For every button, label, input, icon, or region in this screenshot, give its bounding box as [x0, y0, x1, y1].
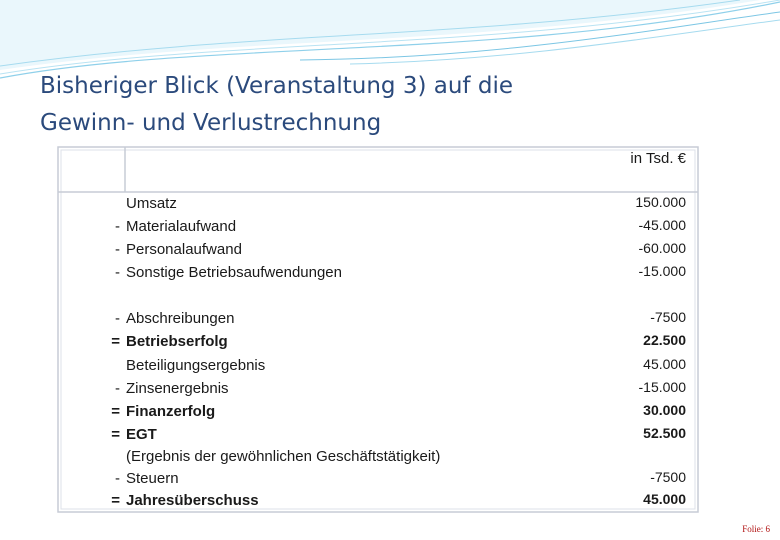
row-label: Personalaufwand — [126, 241, 242, 258]
row-sign: - — [115, 241, 120, 258]
row-label: Materialaufwand — [126, 218, 237, 235]
row-label: Zinsenergebnis — [126, 380, 229, 397]
slide-number: Folie: 6 — [742, 524, 770, 534]
row-label: Sonstige Betriebsaufwendungen — [126, 264, 342, 281]
row-value: 22.500 — [643, 332, 686, 348]
row-sign: - — [115, 470, 120, 487]
row-value: 52.500 — [643, 425, 686, 441]
row-value: 45.000 — [643, 491, 686, 507]
row-sign: - — [115, 380, 120, 397]
row-label: Umsatz — [126, 195, 177, 212]
row-value: 150.000 — [635, 194, 686, 210]
row-label: Finanzerfolg — [126, 403, 216, 420]
row-value: -7500 — [650, 469, 686, 485]
row-value: -7500 — [650, 309, 686, 325]
row-sign: = — [111, 333, 120, 350]
row-sign: = — [111, 492, 120, 509]
row-label: (Ergebnis der gewöhnlichen Geschäftstäti… — [126, 448, 441, 465]
row-label: Jahresüberschuss — [126, 492, 259, 509]
row-value: -60.000 — [638, 240, 686, 256]
row-label: Betriebserfolg — [126, 333, 228, 350]
row-value: 45.000 — [643, 356, 686, 372]
row-value: 30.000 — [643, 402, 686, 418]
row-label: Abschreibungen — [126, 310, 235, 327]
row-sign: - — [115, 264, 120, 281]
row-label: Steuern — [126, 470, 179, 487]
unit-label: in Tsd. € — [630, 150, 686, 167]
row-sign: = — [111, 403, 120, 420]
row-sign: = — [111, 426, 120, 443]
row-sign: - — [115, 310, 120, 327]
row-sign: - — [115, 218, 120, 235]
row-value: -15.000 — [638, 263, 686, 279]
row-label: EGT — [126, 426, 157, 443]
row-value: -15.000 — [638, 379, 686, 395]
slide-title: Bisheriger Blick (Veranstaltung 3) auf d… — [40, 73, 513, 136]
row-value: -45.000 — [638, 217, 686, 233]
row-label: Beteiligungsergebnis — [126, 357, 266, 374]
